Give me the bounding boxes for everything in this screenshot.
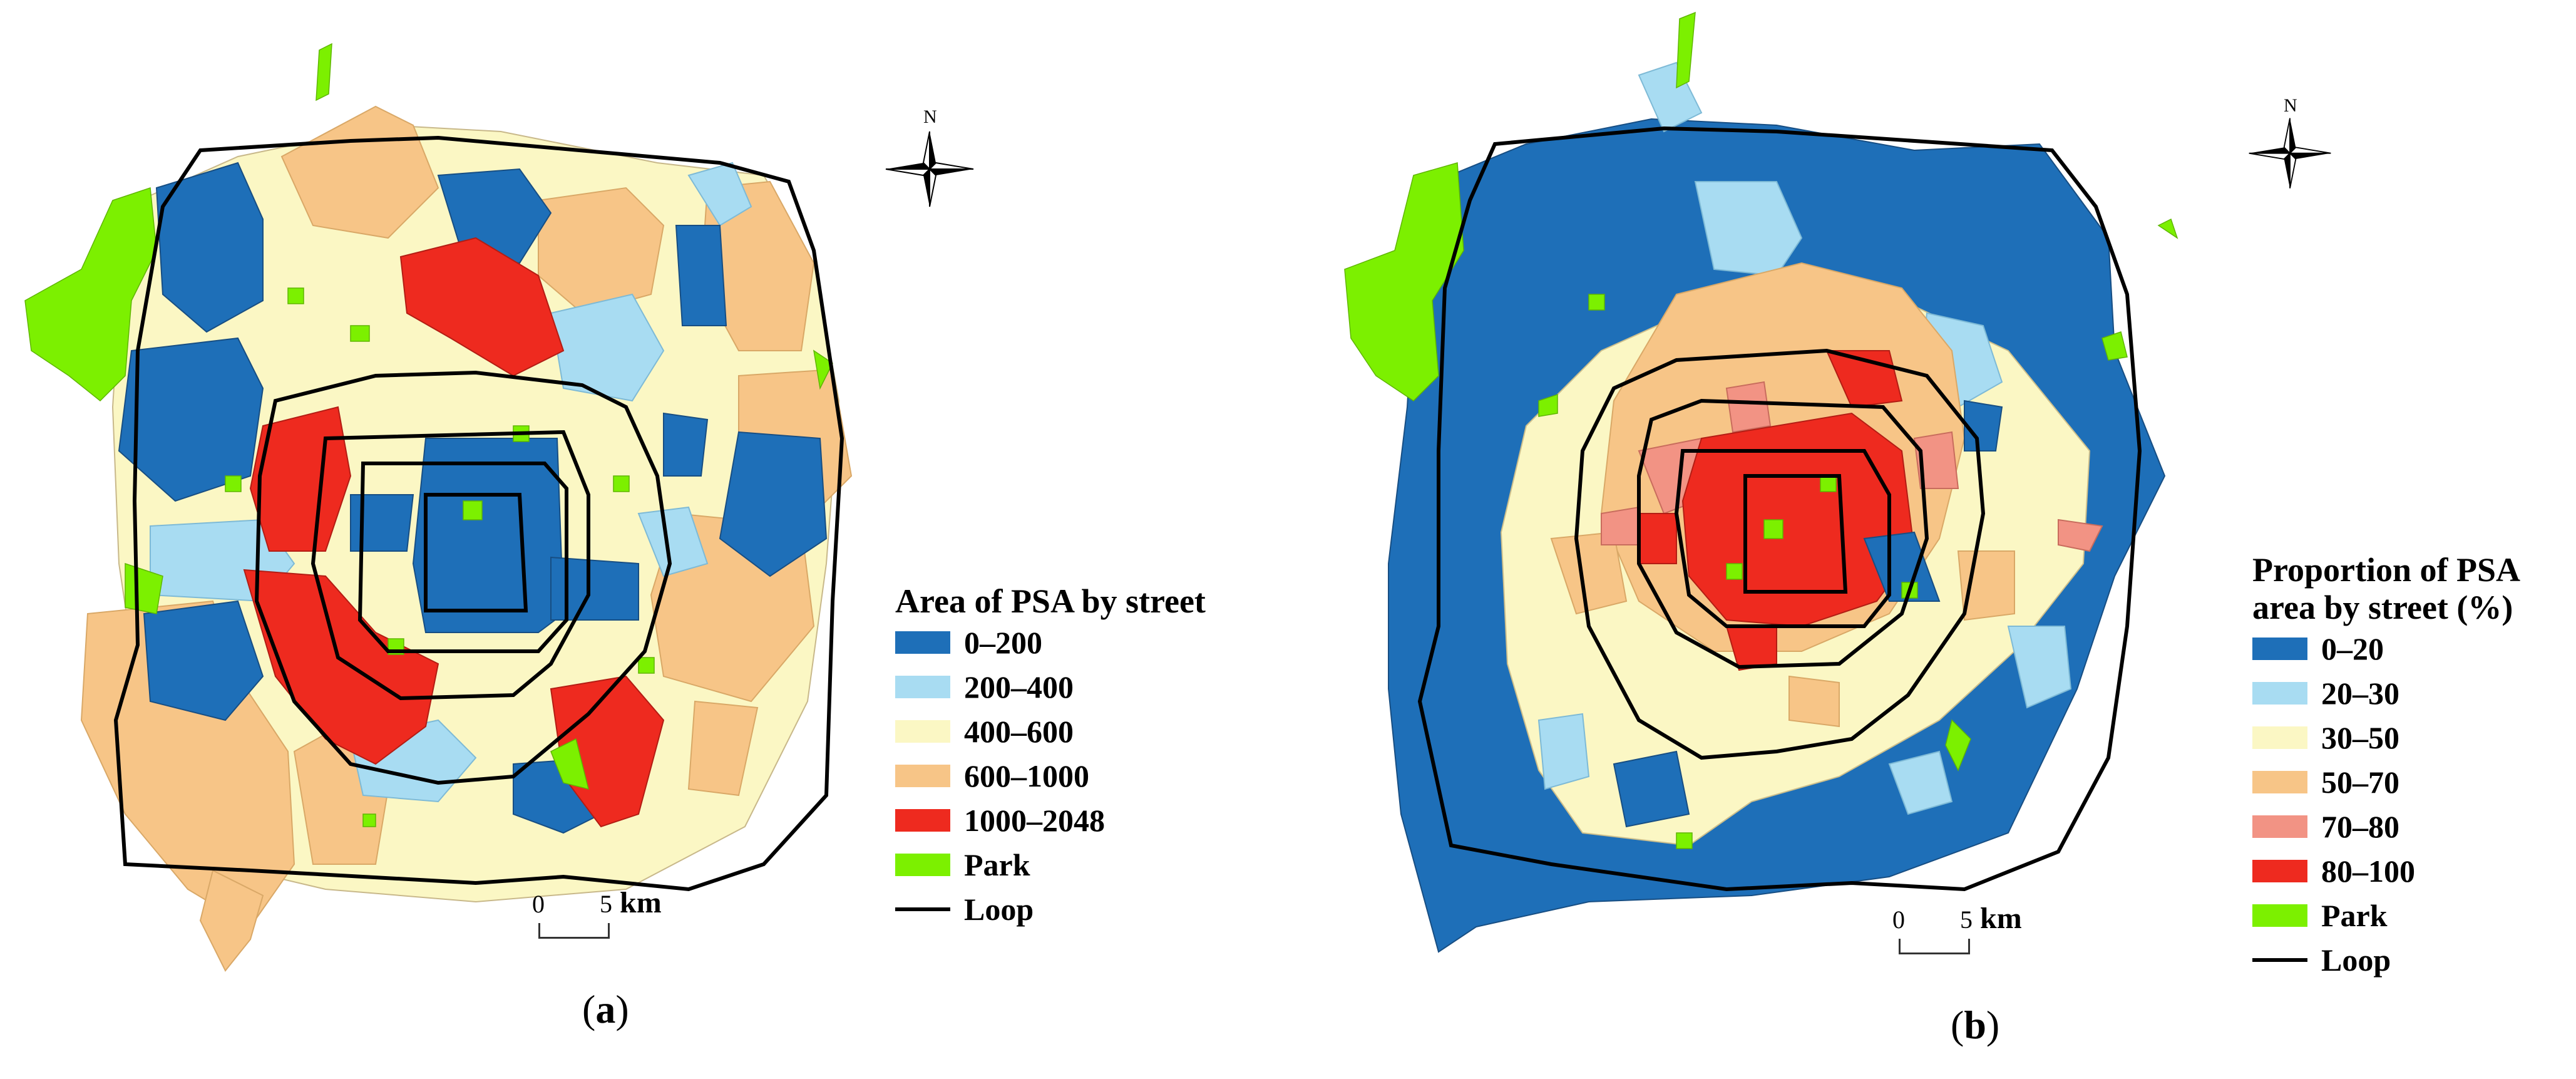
legend-item: 400–600 — [895, 709, 1206, 753]
caption-b: (b) — [1951, 1002, 1999, 1048]
legend-loop-line — [2252, 958, 2307, 962]
north-arrow: N — [2243, 95, 2337, 194]
loop-4 — [310, 430, 590, 701]
legend-swatch — [2252, 859, 2307, 882]
choropleth-map-a — [24, 43, 853, 972]
legend-item: 30–50 — [2252, 715, 2520, 760]
north-label: N — [923, 106, 937, 127]
legend-swatch — [2252, 681, 2307, 705]
legend-label: 30–50 — [2321, 720, 2399, 755]
scale-bar: 0 5 km — [1892, 899, 2030, 974]
legend-swatch — [2252, 904, 2307, 927]
caption-letter: a — [595, 987, 616, 1031]
map-panel-b: N Proportion of PSA area by street (%) 0… — [1288, 0, 2576, 1079]
loop-roads — [113, 135, 844, 892]
caption-a: (a) — [582, 986, 629, 1033]
parks — [24, 43, 833, 827]
loop-2 — [1743, 474, 1848, 594]
legend-b: Proportion of PSA area by street (%) 0–2… — [2252, 551, 2520, 982]
caption-open: ( — [582, 987, 596, 1031]
legend-item: 0–20 — [2252, 626, 2520, 671]
legend-label: 70–80 — [2321, 808, 2399, 844]
legend-item-loop: Loop — [2252, 937, 2520, 982]
legend-item-loop: Loop — [895, 887, 1206, 931]
legend-swatch — [2252, 637, 2307, 660]
legend-item: 70–80 — [2252, 804, 2520, 849]
north-arrow: N — [880, 106, 980, 213]
legend-title-line-2: area by street (%) — [2252, 589, 2513, 626]
legend-label: 50–70 — [2321, 764, 2399, 800]
scale-line — [538, 923, 610, 939]
loop-5 — [254, 370, 672, 785]
scale-tick-5: 5 — [1960, 906, 1973, 934]
choropleth-map-b — [1344, 11, 2178, 953]
legend-item: 600–1000 — [895, 753, 1206, 798]
north-label: N — [2284, 95, 2297, 116]
legend-label: 20–30 — [2321, 675, 2399, 711]
legend-swatch — [895, 631, 950, 654]
scale-tick-5: 5 — [600, 890, 612, 918]
loop-roads — [1417, 126, 2142, 892]
loop-3 — [357, 462, 568, 653]
scale-line — [1899, 939, 1970, 954]
legend-swatch — [895, 675, 950, 698]
legend-loop-line — [895, 907, 950, 911]
legend-label: 0–200 — [964, 624, 1042, 660]
legend-swatch — [895, 853, 950, 876]
legend-swatch — [895, 720, 950, 743]
legend-swatch — [2252, 815, 2307, 838]
districts-0-20-inner — [1613, 400, 2003, 828]
compass-icon — [885, 131, 974, 207]
legend-label: 1000–2048 — [964, 802, 1105, 838]
loop-3 — [1674, 449, 1891, 628]
caption-letter: b — [1964, 1003, 1986, 1047]
legend-swatch — [895, 764, 950, 787]
legend-swatch — [2252, 726, 2307, 749]
legend-title-line-1: Proportion of PSA — [2252, 551, 2520, 589]
legend-swatch — [2252, 770, 2307, 793]
caption-open: ( — [1951, 1003, 1964, 1047]
scale-unit: km — [620, 886, 662, 919]
legend-swatch — [895, 808, 950, 832]
legend-label: Loop — [964, 891, 1034, 927]
legend-label: 200–400 — [964, 669, 1074, 705]
scale-tick-0: 0 — [532, 890, 545, 918]
legend-label: Park — [964, 847, 1030, 882]
scale-unit: km — [1980, 902, 2022, 935]
legend-title: Area of PSA by street — [895, 582, 1206, 620]
loop-5 — [1574, 348, 1986, 760]
legend-item: Park — [2252, 893, 2520, 937]
legend-label: 400–600 — [964, 713, 1074, 749]
legend-item: 50–70 — [2252, 760, 2520, 804]
legend-a: Area of PSA by street 0–200 200–400 400–… — [895, 582, 1206, 931]
caption-close: ) — [1986, 1003, 2000, 1047]
legend-item: 20–30 — [2252, 671, 2520, 715]
legend-label: 600–1000 — [964, 758, 1089, 793]
legend-item: Park — [895, 842, 1206, 887]
legend-label: 80–100 — [2321, 853, 2415, 889]
caption-close: ) — [615, 987, 629, 1031]
loop-6 — [113, 135, 844, 892]
legend-label: Park — [2321, 897, 2388, 933]
legend-item: 0–200 — [895, 620, 1206, 664]
scale-tick-0: 0 — [1892, 906, 1905, 934]
legend-item: 80–100 — [2252, 849, 2520, 893]
map-panel-a: N Area of PSA by street 0–200 200–400 40… — [24, 43, 1206, 1033]
compass-icon — [2249, 118, 2331, 188]
loop-2 — [424, 493, 528, 612]
loop-4 — [1637, 398, 1929, 669]
scale-bar: 0 5 km — [532, 883, 670, 958]
legend-item: 200–400 — [895, 664, 1206, 709]
legend-label: Loop — [2321, 942, 2391, 978]
loop-6 — [1417, 126, 2142, 892]
parks — [1344, 11, 2178, 849]
legend-item: 1000–2048 — [895, 798, 1206, 842]
legend-label: 0–20 — [2321, 631, 2384, 666]
